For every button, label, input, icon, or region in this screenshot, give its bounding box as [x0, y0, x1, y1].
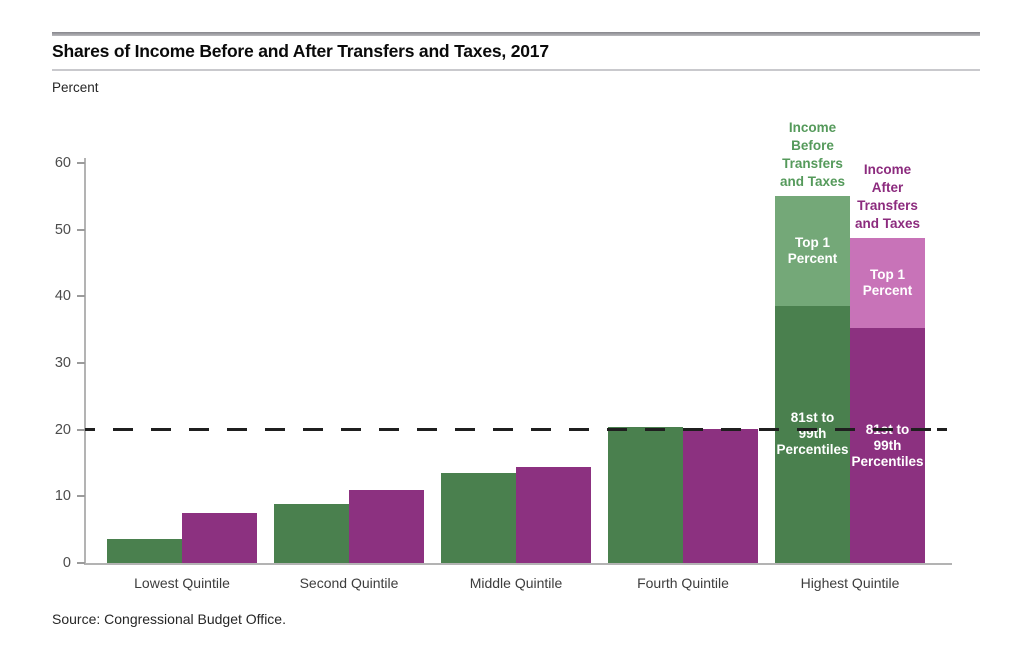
bar-after-highest-quintile: Top 1 Percent 81st to 99th Percentiles — [850, 237, 925, 563]
bar-before-second-quintile — [274, 504, 349, 563]
y-tick-label: 30 — [54, 355, 71, 371]
category-label-highest-quintile: Highest Quintile — [800, 575, 900, 591]
bar-segment-81st-to-99th: 81st to 99th Percentiles — [850, 328, 925, 563]
y-tick — [77, 562, 85, 564]
chart-title: Shares of Income Before and After Transf… — [52, 41, 549, 61]
y-tick — [77, 295, 85, 298]
y-tick-label: 10 — [54, 488, 71, 505]
bar-after-lowest-quintile — [182, 513, 257, 563]
segment-label-top-1-percent: Top 1 Percent — [862, 267, 913, 298]
bar-segment-top-1-percent: Top 1 Percent — [775, 195, 850, 306]
y-tick-label: 0 — [62, 555, 71, 571]
segment-label-81st-to-99th: 81st to 99th Percentiles — [851, 422, 924, 469]
y-tick — [77, 162, 85, 164]
reference-dashed-line — [85, 427, 947, 431]
bar-after-middle-quintile — [516, 467, 591, 563]
x-axis-line — [84, 563, 952, 565]
y-tick-label: 20 — [54, 421, 71, 438]
bar-before-highest-quintile: Top 1 Percent 81st to 99th Percentiles — [775, 195, 850, 563]
bar-before-fourth-quintile — [608, 427, 683, 563]
bar-after-second-quintile — [349, 490, 424, 563]
y-tick-label: 50 — [54, 221, 71, 238]
category-label-lowest-quintile: Lowest Quintile — [134, 575, 230, 591]
y-tick-label: 40 — [54, 288, 71, 305]
segment-label-81st-to-99th: 81st to 99th Percentiles — [776, 410, 849, 458]
y-tick-label: 60 — [54, 155, 71, 171]
category-label-fourth-quintile: Fourth Quintile — [637, 575, 729, 591]
bar-segment-81st-to-99th: 81st to 99th Percentiles — [775, 305, 850, 563]
series-annotation-before: Income Before Transfers and Taxes — [779, 119, 846, 189]
bar-before-lowest-quintile — [107, 539, 182, 563]
y-tick — [77, 362, 85, 364]
y-axis-unit-label: Percent — [52, 80, 99, 95]
bar-after-fourth-quintile — [683, 429, 758, 563]
plot-area: 0 10 20 30 40 50 60 Lowest Quintile Second Quint… — [55, 120, 952, 591]
y-tick — [77, 228, 85, 231]
y-tick — [77, 428, 85, 431]
series-annotation-after: Income After Transfers and Taxes — [854, 161, 921, 231]
segment-label-top-1-percent: Top 1 Percent — [787, 234, 838, 266]
y-axis-line — [84, 158, 86, 563]
header-rule-top — [52, 32, 980, 36]
source-note: Source: Congressional Budget Office. — [52, 611, 286, 627]
category-label-middle-quintile: Middle Quintile — [469, 575, 563, 591]
bar-segment-top-1-percent: Top 1 Percent — [850, 237, 925, 329]
y-tick — [77, 495, 85, 498]
bar-before-middle-quintile — [441, 473, 516, 563]
category-label-second-quintile: Second Quintile — [299, 575, 399, 591]
header-rule-bottom — [52, 69, 980, 71]
